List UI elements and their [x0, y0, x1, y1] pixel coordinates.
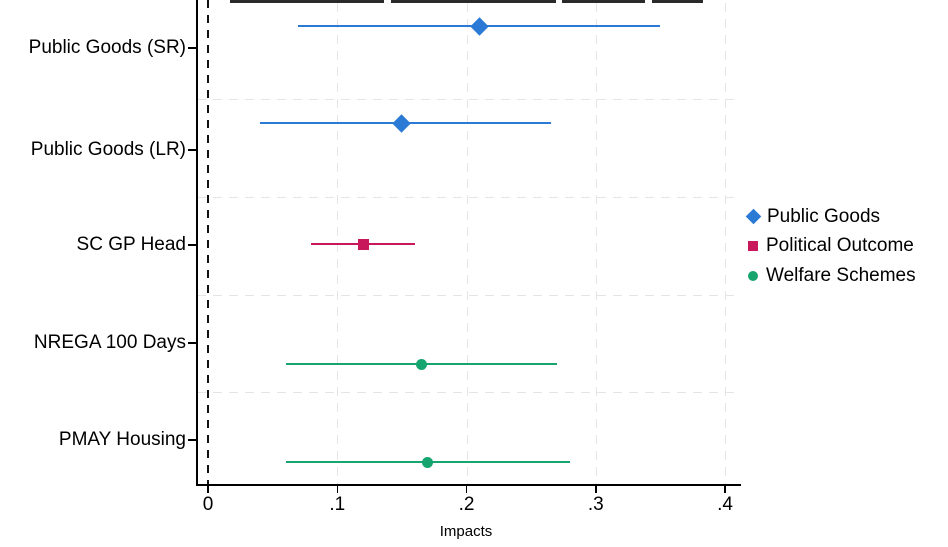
x-axis-line [196, 484, 741, 486]
vertical-gridline [466, 3, 468, 484]
x-axis-tick [595, 485, 597, 493]
x-tick-label: .2 [458, 494, 475, 515]
category-label: Public Goods (LR) [30, 139, 186, 160]
zero-reference-line [206, 0, 209, 484]
y-axis-tick [188, 244, 196, 246]
x-tick-label: .1 [329, 494, 346, 515]
legend-item: Political Outcome [748, 232, 916, 262]
horizontal-gridline [197, 197, 740, 198]
y-axis-tick [188, 47, 196, 49]
y-axis-tick [188, 342, 196, 344]
cropped-title-remnant-segment [230, 0, 384, 3]
cropped-title-remnant-segment [562, 0, 645, 3]
point-estimate-marker-circle [415, 358, 427, 370]
category-label: NREGA 100 Days [33, 332, 186, 353]
x-axis-tick [207, 485, 209, 493]
y-axis-tick [188, 149, 196, 151]
legend-item: Welfare Schemes [748, 261, 916, 291]
x-axis-tick [465, 485, 468, 493]
point-estimate-marker-diamond [392, 113, 412, 133]
x-axis-title: Impacts [439, 523, 493, 540]
point-estimate-marker-diamond [470, 16, 489, 36]
x-tick-label: .4 [717, 494, 733, 515]
point-estimate-marker-circle [422, 456, 434, 468]
category-label: Public Goods (SR) [28, 37, 186, 58]
legend: Public Goods Political Outcome Welfare Sch… [745, 202, 916, 291]
legend-marker-circle-icon [748, 270, 758, 281]
horizontal-gridline [197, 392, 740, 393]
legend-label: Political Outcome [766, 235, 914, 257]
x-axis-tick [336, 485, 338, 493]
x-axis-tick [724, 485, 726, 493]
vertical-gridline [725, 3, 726, 484]
vertical-gridline [595, 3, 597, 484]
horizontal-gridline [197, 295, 740, 296]
point-estimate-marker-square [357, 238, 369, 250]
x-tick-label: 0 [202, 494, 214, 515]
legend-label: Public Goods [767, 205, 881, 227]
category-label: PMAY Housing [58, 429, 186, 450]
horizontal-gridline [197, 99, 740, 100]
legend-marker-square-icon [748, 241, 758, 252]
cropped-title-remnant-segment [652, 0, 703, 3]
category-label: SC GP Head [76, 234, 186, 255]
y-axis-tick [188, 439, 196, 441]
cropped-title-remnant-segment [391, 0, 556, 3]
legend-marker-diamond-icon [745, 208, 762, 225]
x-tick-label: .3 [587, 494, 604, 515]
legend-item: Public Goods [745, 202, 916, 232]
y-axis-line [196, 0, 198, 486]
legend-label: Welfare Schemes [766, 264, 916, 286]
